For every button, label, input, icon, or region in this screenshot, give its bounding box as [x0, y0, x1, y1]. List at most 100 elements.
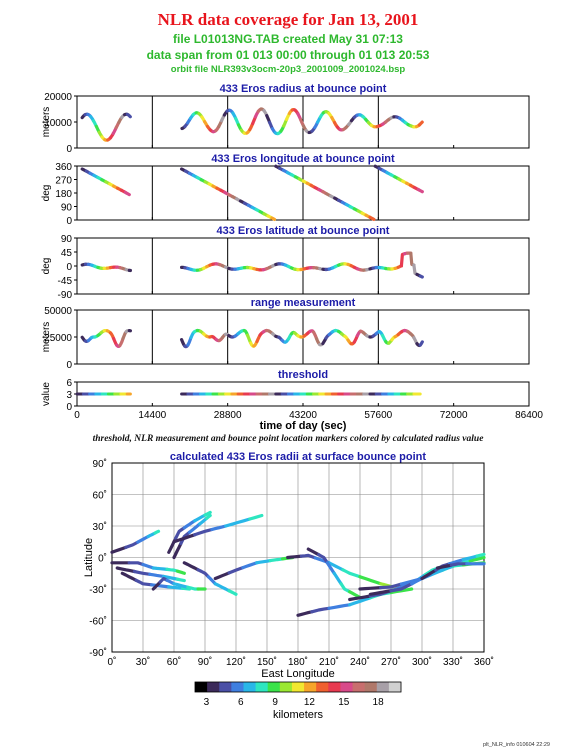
- map-y-tick-label: 90˚: [93, 458, 107, 470]
- map-y-tick-label: -30˚: [89, 584, 107, 596]
- map-x-tick-label: 240˚: [350, 656, 370, 668]
- panel-title: range measurement: [251, 297, 356, 309]
- surface-bounce-track: [153, 529, 161, 535]
- y-tick-label: 20000: [44, 92, 72, 103]
- colorbar-swatch: [291, 682, 305, 692]
- map-x-tick-label: 30˚: [136, 656, 150, 668]
- map-x-tick-label: 180˚: [288, 656, 308, 668]
- y-tick-label: 45: [61, 248, 73, 259]
- y-tick-label: -45: [58, 276, 73, 287]
- panel-title: 433 Eros radius at bounce point: [220, 83, 387, 95]
- radius-trace: [417, 120, 424, 127]
- y-tick-label: 0: [66, 216, 72, 227]
- map-y-tick-label: 0˚: [98, 553, 107, 565]
- surface-bounce-track: [435, 563, 453, 570]
- surface-bounce-track: [286, 554, 303, 560]
- surface-bounce-track: [341, 568, 362, 579]
- map-x-tick-label: 330˚: [443, 656, 463, 668]
- y-tick-label: 0: [66, 144, 72, 155]
- surface-bounce-track: [358, 575, 383, 586]
- y-axis-label: meters: [41, 322, 52, 353]
- colorbar-swatch: [195, 682, 208, 692]
- colorbar-swatch: [267, 682, 281, 692]
- colorbar-swatch: [243, 682, 257, 692]
- surface-bounce-track: [206, 575, 217, 586]
- surface-bounce-track: [175, 577, 186, 583]
- surface-bounce-track: [475, 552, 486, 558]
- surface-bounce-track: [150, 583, 171, 589]
- colorbar-swatch: [207, 682, 220, 692]
- surface-bounce-track: [179, 530, 192, 546]
- surface-bounce-track: [193, 513, 207, 523]
- surface-bounce-track: [448, 557, 465, 566]
- map-x-tick-label: 300˚: [412, 656, 432, 668]
- colorbar-tick-label: 15: [338, 697, 350, 708]
- surface-bounce-track: [358, 585, 383, 591]
- colorbar-swatch: [231, 682, 244, 692]
- colorbar-swatch: [304, 682, 317, 692]
- colorbar-frame: [194, 681, 402, 693]
- surface-bounce-track: [141, 562, 155, 570]
- surface-bounce-track: [241, 561, 259, 570]
- y-tick-label: 3: [66, 390, 72, 401]
- x-tick-label: 86400: [515, 410, 543, 421]
- surface-bounce-track: [296, 610, 314, 617]
- colorbar-tick-label: 3: [204, 697, 210, 708]
- y-tick-label: 180: [55, 189, 72, 200]
- surface-bounce-track: [127, 561, 145, 567]
- latitude-trace: [418, 274, 424, 279]
- map-x-tick-label: 270˚: [381, 656, 401, 668]
- surface-bounce-track: [151, 580, 162, 591]
- map-title: calculated 433 Eros radii at surface bou…: [170, 451, 426, 463]
- y-tick-label: 90: [61, 234, 73, 245]
- surface-bounce-track: [136, 534, 150, 544]
- colorbar-swatch: [328, 682, 341, 692]
- longitude-trace: [416, 188, 424, 194]
- longitude-trace: [368, 215, 376, 221]
- map-y-tick-label: -60˚: [89, 616, 107, 628]
- y-axis-label: deg: [41, 185, 52, 202]
- surface-bounce-track: [368, 589, 393, 596]
- surface-bounce-track: [213, 571, 231, 581]
- surface-bounce-track: [205, 513, 212, 520]
- x-tick-label: 0: [74, 410, 80, 421]
- colorbar-swatch: [316, 682, 329, 692]
- colorbar-swatch: [364, 682, 378, 692]
- map-x-tick-label: 150˚: [257, 656, 277, 668]
- colorbar-swatch: [279, 682, 293, 692]
- map-x-tick-label: 210˚: [319, 656, 339, 668]
- orbit-file-line: orbit file NLR393v3ocm-20p3_2001009_2001…: [170, 64, 406, 75]
- x-axis-label: time of day (sec): [260, 420, 347, 432]
- map-x-tick-label: 90˚: [198, 656, 212, 668]
- x-tick-label: 43200: [289, 410, 317, 421]
- colorbar-tick-label: 6: [238, 697, 244, 708]
- colorbar-swatch: [352, 682, 366, 692]
- surface-bounce-track: [420, 568, 438, 581]
- surface-bounce-track: [389, 587, 414, 595]
- surface-bounce-track: [430, 564, 455, 575]
- map-x-axis-label: East Longitude: [261, 668, 334, 680]
- y-tick-label: 0: [66, 262, 72, 273]
- latitude-trace: [409, 251, 416, 267]
- y-axis-label: meters: [41, 107, 52, 138]
- surface-bounce-track: [193, 527, 214, 537]
- y-axis-label: deg: [41, 258, 52, 275]
- colorbar-tick-label: 12: [304, 697, 316, 708]
- surface-bounce-track: [255, 558, 272, 565]
- surface-bounce-track: [124, 540, 140, 550]
- surface-bounce-track: [379, 582, 403, 590]
- surface-bounce-track: [248, 513, 264, 521]
- surface-bounce-track: [461, 554, 479, 562]
- radius-trace: [125, 112, 132, 119]
- footer-stamp: plt_NLR_info 010604 22:29: [483, 742, 550, 748]
- surface-bounce-track: [132, 569, 152, 576]
- y-tick-label: 10000: [44, 118, 72, 129]
- surface-bounce-track: [449, 562, 469, 567]
- map-x-tick-label: 360˚: [474, 656, 494, 668]
- longitude-trace: [270, 216, 277, 221]
- surface-bounce-track: [182, 519, 197, 530]
- x-tick-label: 72000: [440, 410, 468, 421]
- surface-bounce-track: [172, 533, 197, 544]
- surface-bounce-track: [187, 522, 202, 534]
- x-tick-label: 28800: [214, 410, 242, 421]
